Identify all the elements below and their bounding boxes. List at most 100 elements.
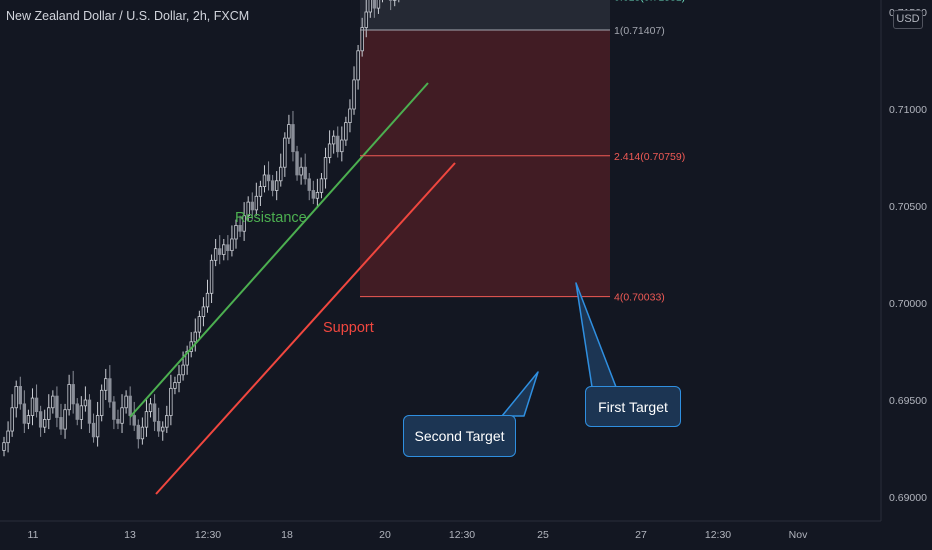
time-tick-label: 18 (281, 529, 293, 541)
currency-unit-button[interactable]: USD (893, 10, 923, 29)
fib-level-label: 1(0.71407) (614, 25, 665, 37)
price-tick-label: 0.70000 (889, 298, 927, 310)
candle (18, 376, 22, 410)
candle (152, 394, 157, 432)
candle (43, 409, 47, 433)
candle (258, 180, 263, 206)
candle (185, 345, 189, 375)
candle (262, 165, 267, 193)
candle (376, 0, 381, 14)
candle (71, 370, 75, 414)
resistance-trendline[interactable] (129, 82, 429, 418)
candle (360, 17, 364, 57)
fib-zone-low (360, 0, 610, 31)
price-tick-label: 0.69000 (889, 492, 927, 504)
time-tick-label: Nov (789, 529, 808, 541)
support-trendline[interactable] (155, 162, 456, 495)
candle (30, 388, 35, 426)
candle (132, 401, 136, 432)
candle (189, 332, 193, 358)
time-tick-label: 25 (537, 529, 549, 541)
candle (112, 396, 116, 430)
candle (230, 225, 234, 257)
candle (368, 0, 372, 18)
candle (99, 384, 104, 422)
candle (63, 403, 67, 439)
time-axis[interactable]: 11 13 12:30 18 20 12:30 25 27 12:30 Nov (0, 520, 881, 550)
trend-lines[interactable] (129, 82, 456, 495)
candle (234, 219, 238, 249)
candle (201, 297, 206, 327)
candle (364, 0, 368, 38)
candle (14, 380, 18, 418)
fib-zone-extension (360, 30, 610, 297)
candle (197, 310, 202, 338)
time-tick-label: 12:30 (705, 529, 731, 541)
candle (75, 398, 79, 426)
price-tick-label: 0.71000 (889, 104, 927, 116)
candle (319, 173, 324, 199)
second-target-callout[interactable]: Second Target (403, 415, 516, 457)
candle (34, 384, 39, 418)
candle (311, 180, 316, 205)
candle (67, 374, 71, 416)
time-tick-label: 13 (124, 529, 136, 541)
candle (295, 145, 299, 181)
candle (336, 126, 340, 158)
candle (393, 0, 397, 7)
candle (95, 401, 100, 447)
price-axis[interactable]: 0.730000.725000.720000.715000.710000.705… (880, 0, 932, 521)
candle (340, 126, 344, 162)
support-label: Support (323, 320, 374, 336)
symbol-title[interactable]: New Zealand Dollar / U.S. Dollar, 2h, FX… (6, 9, 250, 23)
candle (79, 396, 84, 430)
candle (291, 110, 295, 162)
candle (38, 405, 43, 437)
candle (108, 365, 112, 408)
candle (193, 318, 197, 352)
first-target-callout[interactable]: First Target (585, 386, 681, 427)
candle (22, 390, 27, 433)
first-target-label: First Target (598, 398, 668, 415)
candle (161, 421, 165, 441)
time-tick-label: 20 (379, 529, 391, 541)
candle (344, 116, 348, 146)
candle (156, 407, 161, 437)
candle (331, 130, 336, 154)
candle (242, 202, 246, 241)
candle (315, 178, 320, 208)
second-target-tail (501, 371, 539, 417)
price-tick-label: 0.69500 (889, 395, 927, 407)
candle (144, 398, 149, 437)
candle (352, 66, 356, 115)
time-tick-label: 12:30 (195, 529, 221, 541)
candle (226, 235, 230, 261)
candle (348, 99, 352, 133)
candle (91, 413, 96, 443)
candle (169, 374, 173, 426)
resistance-label: Resistance (235, 210, 307, 226)
fib-retracement[interactable]: 0(0.71864)0.382(0.71689)0.618(0.71581)1(… (360, 0, 685, 304)
candle (205, 279, 210, 313)
candle (254, 182, 259, 216)
candle (148, 398, 153, 418)
candle (246, 196, 250, 222)
candle (299, 157, 303, 185)
candle (209, 254, 214, 303)
candle (356, 44, 360, 90)
candle (83, 386, 88, 412)
candle (55, 386, 59, 428)
candle (165, 405, 169, 433)
candle (250, 192, 254, 220)
candle (124, 390, 128, 414)
candle (323, 147, 328, 189)
candle (2, 436, 6, 457)
time-tick-label: 27 (635, 529, 647, 541)
candle (372, 0, 377, 18)
candle (128, 386, 132, 426)
candle (10, 394, 14, 437)
candle (59, 403, 63, 435)
time-tick-label: 12:30 (449, 529, 475, 541)
